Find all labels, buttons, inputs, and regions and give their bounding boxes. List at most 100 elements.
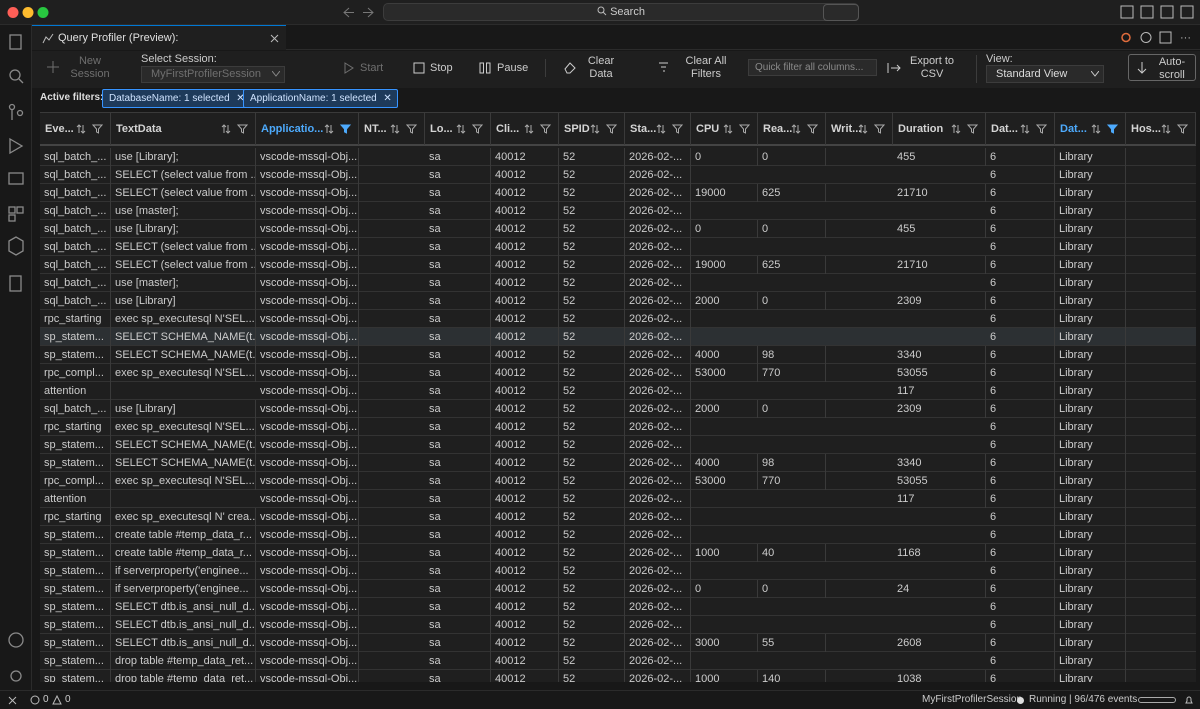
table-row[interactable]: attention vscode-mssql-Obj... sa 40012 52 202… xyxy=(40,490,1196,508)
table-row[interactable]: rpc_starting exec sp_executesql N'SEL... v… xyxy=(40,418,1196,436)
new-session-button[interactable]: New Session xyxy=(70,55,110,80)
search-box[interactable]: Search xyxy=(383,3,859,21)
activity-icons[interactable] xyxy=(0,25,32,690)
filter-icon[interactable] xyxy=(739,124,750,134)
table-row[interactable]: sql_batch_... use [master]; vscode-mssql-O… xyxy=(40,202,1196,220)
table-row[interactable]: sp_statem... create table #temp_data_r...… xyxy=(40,544,1196,562)
start-button[interactable]: Start xyxy=(360,62,384,74)
sort-icon[interactable] xyxy=(1091,124,1101,134)
table-row[interactable]: rpc_starting exec sp_executesql N'SEL... v… xyxy=(40,310,1196,328)
filter-icon[interactable] xyxy=(807,124,818,134)
editor-tab[interactable]: Query Profiler (Preview): MyFirstProfile… xyxy=(32,25,286,68)
table-row[interactable]: sp_statem... SELECT dtb.is_ansi_null_d...… xyxy=(40,634,1196,652)
table-row[interactable]: sp_statem... SELECT dtb.is_ansi_null_d...… xyxy=(40,616,1196,634)
table-row[interactable]: sql_batch_... use [Library]; vscode-mssql-… xyxy=(40,148,1196,166)
table-row[interactable]: sql_batch_... use [Library]; vscode-mssql-… xyxy=(40,220,1196,238)
table-row[interactable]: attention vscode-mssql-Obj... sa 40012 52 202… xyxy=(40,382,1196,400)
sort-icon[interactable] xyxy=(221,124,231,134)
table-cell: drop table #temp_data_ret... xyxy=(111,652,256,670)
clear-data-button[interactable]: Clear Data xyxy=(587,55,615,80)
sort-icon[interactable] xyxy=(76,124,86,134)
table-row[interactable]: sp_statem... drop table #temp_data_ret...… xyxy=(40,652,1196,670)
table-row[interactable]: sql_batch_... use [Library] vscode-mssql-O… xyxy=(40,292,1196,310)
copilot-button[interactable] xyxy=(823,4,859,21)
sort-icon[interactable] xyxy=(723,124,733,134)
export-button[interactable]: Export to CSV xyxy=(909,55,955,80)
filter-icon[interactable] xyxy=(92,124,103,134)
chip-close[interactable]: ✕ xyxy=(383,93,392,104)
dropdown-arrow xyxy=(272,71,280,77)
layout-icons[interactable] xyxy=(1120,5,1196,19)
bell-icon[interactable] xyxy=(1184,695,1194,705)
table-row[interactable]: sp_statem... SELECT SCHEMA_NAME(t... vscod… xyxy=(40,436,1196,454)
table-row[interactable]: sql_batch_... SELECT (select value from .… xyxy=(40,238,1196,256)
filter-icon[interactable] xyxy=(406,124,417,134)
filter-icon[interactable] xyxy=(874,124,885,134)
sort-icon[interactable] xyxy=(656,124,666,134)
filter-icon[interactable] xyxy=(472,124,483,134)
stop-button[interactable]: Stop xyxy=(430,62,453,74)
sort-icon[interactable] xyxy=(858,124,868,134)
table-row[interactable]: sp_statem... create table #temp_data_r...… xyxy=(40,526,1196,544)
error-count[interactable]: 0 xyxy=(43,694,49,705)
view-dropdown[interactable]: Standard View xyxy=(986,65,1104,83)
table-row[interactable]: rpc_compl... exec sp_executesql N'SEL... v… xyxy=(40,472,1196,490)
filter-icon[interactable] xyxy=(967,124,978,134)
status-session[interactable]: MyFirstProfilerSession xyxy=(922,694,1023,705)
filter-icon[interactable] xyxy=(340,124,351,134)
filter-icon[interactable] xyxy=(540,124,551,134)
filter-chip[interactable]: DatabaseName: 1 selected ✕ xyxy=(102,89,251,108)
filter-icon[interactable] xyxy=(606,124,617,134)
sort-icon[interactable] xyxy=(390,124,400,134)
editor-actions[interactable]: ··· xyxy=(1120,31,1196,44)
sort-icon[interactable] xyxy=(590,124,600,134)
sort-icon[interactable] xyxy=(1161,124,1171,134)
sort-icon[interactable] xyxy=(324,124,334,134)
table-row[interactable]: sp_statem... if serverproperty('enginee..… xyxy=(40,580,1196,598)
filter-icon[interactable] xyxy=(237,124,248,134)
sort-icon[interactable] xyxy=(524,124,534,134)
table-row[interactable]: sql_batch_... SELECT (select value from .… xyxy=(40,184,1196,202)
table-row[interactable]: sp_statem... SELECT SCHEMA_NAME(t... vscod… xyxy=(40,328,1196,346)
table-row[interactable]: sql_batch_... SELECT (select value from .… xyxy=(40,166,1196,184)
table-cell: Library xyxy=(1055,562,1126,580)
remote-icon[interactable] xyxy=(8,696,17,705)
sort-icon[interactable] xyxy=(1020,124,1030,134)
tab-close[interactable] xyxy=(270,34,279,43)
quick-filter-input[interactable]: Quick filter all columns... xyxy=(748,59,877,76)
table-cell: sa xyxy=(425,616,491,634)
filter-icon[interactable] xyxy=(1107,124,1118,134)
status-state[interactable]: Running | 96/476 events xyxy=(1029,694,1138,705)
table-cell: SELECT (select value from ... xyxy=(111,184,256,202)
export-icon xyxy=(887,63,901,73)
sort-icon[interactable] xyxy=(951,124,961,134)
table-row[interactable]: rpc_starting exec sp_executesql N' crea..… xyxy=(40,508,1196,526)
table-row[interactable]: sql_batch_... use [master]; vscode-mssql-O… xyxy=(40,274,1196,292)
table-row[interactable]: sql_batch_... SELECT (select value from .… xyxy=(40,256,1196,274)
table-row[interactable]: sp_statem... if serverproperty('enginee..… xyxy=(40,562,1196,580)
table-row[interactable]: rpc_compl... exec sp_executesql N'SEL... v… xyxy=(40,364,1196,382)
session-dropdown[interactable]: MyFirstProfilerSession xyxy=(141,66,285,83)
autoscroll-toggle[interactable]: Auto-scroll xyxy=(1128,54,1196,81)
sort-icon[interactable] xyxy=(456,124,466,134)
filter-icon[interactable] xyxy=(672,124,683,134)
nav-arrows[interactable] xyxy=(342,6,376,19)
clear-filters-button[interactable]: Clear All Filters xyxy=(685,55,727,80)
table-row[interactable]: sp_statem... SELECT SCHEMA_NAME(t... vscod… xyxy=(40,346,1196,364)
table-cell: sa xyxy=(425,472,491,490)
table-cell: Library xyxy=(1055,634,1126,652)
filter-icon[interactable] xyxy=(1177,124,1188,134)
sort-icon[interactable] xyxy=(791,124,801,134)
table-row[interactable]: sp_statem... SELECT SCHEMA_NAME(t... vscod… xyxy=(40,454,1196,472)
filter-chip[interactable]: ApplicationName: 1 selected ✕ xyxy=(243,89,398,108)
filter-icon[interactable] xyxy=(1036,124,1047,134)
table-cell: 52 xyxy=(559,490,625,508)
warning-count[interactable]: 0 xyxy=(65,694,71,705)
table-row[interactable]: sp_statem... drop table #temp_data_ret...… xyxy=(40,670,1196,682)
table-row[interactable]: sql_batch_... use [Library] vscode-mssql-O… xyxy=(40,400,1196,418)
status-bar: 0 0 MyFirstProfilerSession Running | 96/… xyxy=(0,690,1200,709)
pause-button[interactable]: Pause xyxy=(497,62,529,74)
chip-close[interactable]: ✕ xyxy=(236,93,245,104)
table-row[interactable]: sp_statem... SELECT dtb.is_ansi_null_d...… xyxy=(40,598,1196,616)
window-controls[interactable] xyxy=(6,6,50,19)
